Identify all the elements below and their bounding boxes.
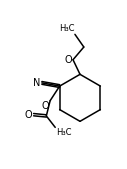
- Text: O: O: [64, 55, 72, 65]
- Text: O: O: [25, 110, 32, 120]
- Text: H₃C: H₃C: [56, 128, 71, 137]
- Text: N: N: [33, 78, 40, 88]
- Text: O: O: [42, 101, 50, 111]
- Text: H₃C: H₃C: [59, 24, 75, 33]
